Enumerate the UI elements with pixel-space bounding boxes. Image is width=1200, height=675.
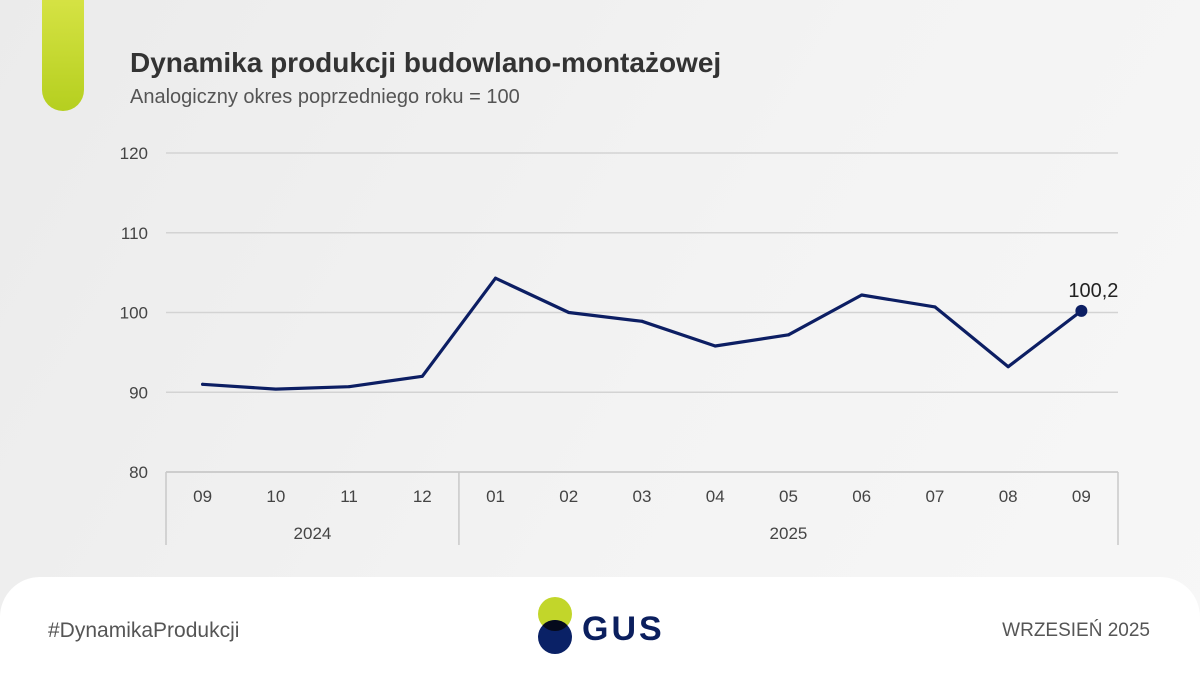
hashtag: #DynamikaProdukcji bbox=[48, 619, 240, 642]
line-chart: 80 90 100 110 120 09 10 11 12 01 02 03 04 05 06 07 08 09 2… bbox=[120, 144, 1119, 545]
x-tick-label: 07 bbox=[925, 487, 944, 506]
gus-logo: GUS bbox=[538, 597, 665, 654]
y-tick-label: 110 bbox=[121, 224, 148, 243]
data-point bbox=[860, 293, 864, 297]
publication-date: WRZESIEŃ 2025 bbox=[1002, 620, 1150, 641]
data-point bbox=[786, 333, 790, 337]
chart-subtitle: Analogiczny okres poprzedniego roku = 10… bbox=[130, 86, 520, 108]
y-tick-label: 90 bbox=[129, 383, 148, 402]
x-tick-label: 12 bbox=[413, 487, 432, 506]
series-line bbox=[201, 276, 1084, 391]
data-point bbox=[494, 276, 498, 280]
y-tick-label: 120 bbox=[120, 144, 148, 163]
x-tick-label: 11 bbox=[340, 487, 358, 506]
data-point bbox=[274, 387, 278, 391]
data-point bbox=[713, 344, 717, 348]
x-tick-label: 03 bbox=[633, 487, 652, 506]
data-point bbox=[420, 374, 424, 378]
y-tick-label: 100 bbox=[120, 304, 148, 323]
data-point bbox=[1006, 365, 1010, 369]
x-tick-label: 10 bbox=[266, 487, 285, 506]
x-tick-label: 05 bbox=[779, 487, 798, 506]
x-tick-label: 04 bbox=[706, 487, 725, 506]
data-point bbox=[640, 319, 644, 323]
year-label: 2025 bbox=[770, 524, 808, 543]
x-tick-label: 01 bbox=[486, 487, 505, 506]
logo-overlap-icon bbox=[538, 620, 572, 631]
x-tick-label: 09 bbox=[193, 487, 212, 506]
chart-title: Dynamika produkcji budowlano-montażowej bbox=[130, 47, 722, 78]
accent-bar bbox=[42, 0, 84, 111]
data-point bbox=[347, 385, 351, 389]
x-tick-label: 08 bbox=[999, 487, 1018, 506]
data-point bbox=[567, 311, 571, 314]
y-tick-label: 80 bbox=[129, 463, 148, 482]
year-label: 2024 bbox=[294, 524, 332, 543]
highlight-point-marker bbox=[1075, 304, 1088, 317]
x-tick-label: 06 bbox=[852, 487, 871, 506]
x-tick-label: 09 bbox=[1072, 487, 1091, 506]
data-label: 100,2 bbox=[1068, 280, 1118, 302]
data-point bbox=[201, 382, 205, 386]
data-point bbox=[933, 305, 937, 309]
logo-text: GUS bbox=[582, 610, 665, 648]
x-tick-label: 02 bbox=[559, 487, 578, 506]
footer-bar: #DynamikaProdukcji GUS WRZESIEŃ 2025 bbox=[0, 577, 1200, 675]
